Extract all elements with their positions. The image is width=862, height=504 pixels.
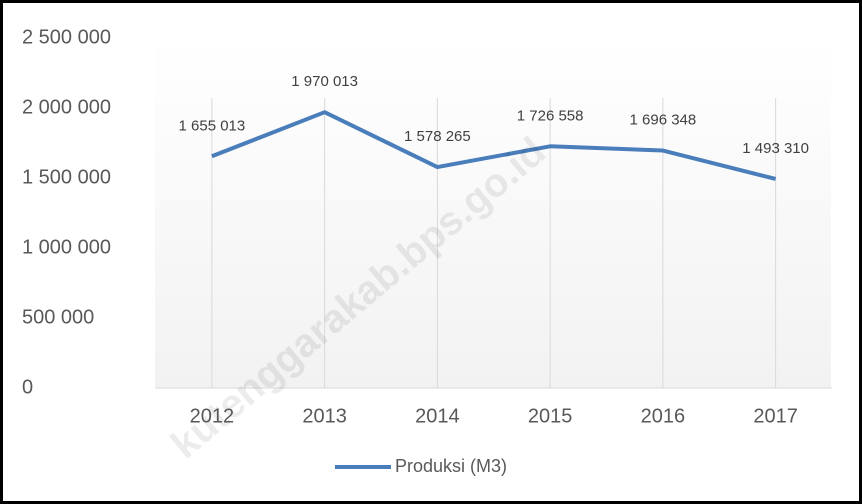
y-tick-label: 1 500 000	[22, 166, 111, 188]
x-tick-label: 2013	[302, 405, 347, 427]
data-label: 1 578 265	[404, 128, 471, 145]
data-label: 1 970 013	[291, 73, 358, 90]
x-tick-label: 2016	[641, 405, 686, 427]
data-label: 1 493 310	[742, 140, 809, 157]
line	[211, 110, 777, 181]
y-tick-label: 2 500 000	[22, 26, 111, 48]
legend-label: Produksi (M3)	[395, 456, 507, 476]
y-tick-label: 1 000 000	[22, 236, 111, 258]
x-tick-label: 2017	[753, 405, 798, 427]
x-tick-label: 2012	[190, 405, 235, 427]
x-tick-label: 2014	[415, 405, 460, 427]
data-label: 1 696 348	[630, 111, 697, 128]
y-tick-label: 0	[22, 376, 33, 398]
y-tick-label: 2 000 000	[22, 96, 111, 118]
x-tick-label: 2015	[528, 405, 573, 427]
data-label: 1 726 558	[517, 107, 584, 124]
plot-area	[155, 38, 831, 388]
data-label: 1 655 013	[179, 117, 246, 134]
y-tick-label: 500 000	[22, 306, 94, 328]
